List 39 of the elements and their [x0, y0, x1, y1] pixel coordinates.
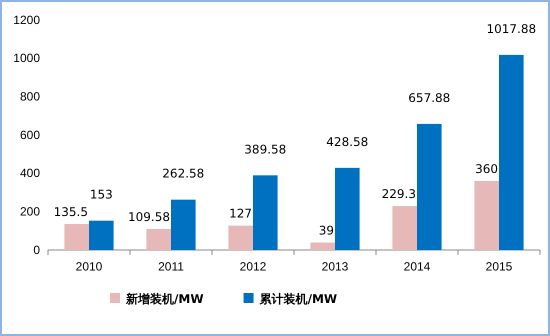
data-label: 229.3	[382, 187, 416, 202]
x-tick-label: 2014	[404, 260, 431, 274]
y-tick-label: 1000	[13, 51, 40, 66]
data-label: 127	[229, 206, 252, 221]
bar	[499, 54, 524, 250]
data-label: 657.88	[408, 90, 450, 105]
bar	[89, 220, 114, 250]
bar	[392, 206, 417, 250]
x-tick-label: 2013	[322, 260, 349, 274]
y-tick-label: 200	[20, 204, 40, 219]
x-tick-label: 2010	[76, 260, 103, 274]
bar	[253, 175, 278, 250]
y-tick-label: 800	[20, 90, 40, 104]
data-label: 135.5	[54, 205, 88, 220]
x-tick-label: 2011	[158, 260, 184, 274]
data-label: 389.58	[244, 142, 286, 156]
data-label: 262.58	[162, 166, 204, 181]
x-tick-label: 2012	[240, 260, 267, 274]
legend-label: 累计装机/MW	[258, 292, 338, 306]
y-tick-label: 0	[33, 242, 40, 257]
legend-label: 新增装机/MW	[125, 292, 204, 306]
data-label: 428.58	[326, 134, 368, 149]
data-label: 153	[90, 188, 113, 202]
bar	[171, 200, 196, 250]
bar	[64, 224, 89, 250]
data-label: 360	[475, 162, 498, 176]
bar	[310, 242, 335, 250]
data-label: 1017.88	[486, 22, 536, 36]
bar	[228, 226, 253, 250]
y-tick-label: 400	[20, 166, 40, 180]
y-tick-label: 1200	[13, 12, 40, 27]
x-tick-label: 2015	[486, 260, 513, 274]
bar	[146, 228, 171, 250]
y-tick-label: 600	[20, 128, 40, 142]
bar	[335, 168, 360, 250]
bar	[417, 124, 442, 250]
data-label: 109.58	[128, 210, 170, 224]
data-label: 39	[318, 224, 334, 238]
bar	[474, 181, 499, 250]
